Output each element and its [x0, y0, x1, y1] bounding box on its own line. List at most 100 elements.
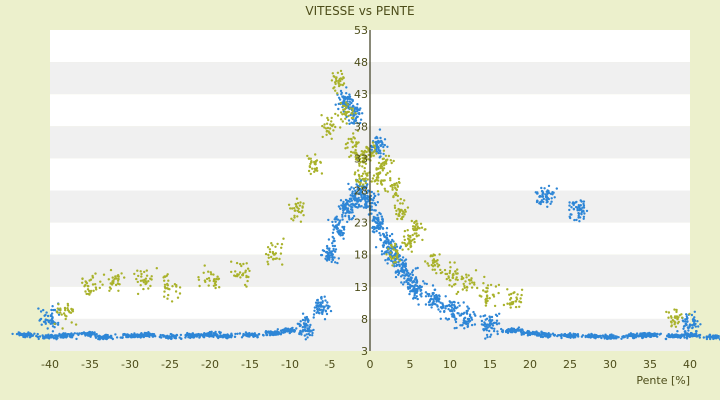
scatter-point	[84, 290, 87, 293]
scatter-point	[666, 334, 669, 338]
scatter-point	[397, 207, 400, 211]
scatter-point	[390, 232, 394, 236]
scatter-point	[187, 336, 190, 339]
scatter-point	[331, 258, 334, 261]
scatter-point	[381, 222, 384, 225]
scatter-point	[380, 182, 383, 185]
scatter-point	[494, 313, 498, 316]
scatter-point	[367, 158, 370, 161]
scatter-point	[448, 271, 451, 275]
scatter-point	[506, 288, 509, 291]
scatter-point	[355, 183, 358, 186]
scatter-point	[286, 329, 289, 333]
scatter-point	[492, 295, 496, 298]
scatter-point	[202, 333, 206, 337]
scatter-point	[539, 200, 543, 204]
scatter-point	[340, 93, 343, 96]
scatter-point	[474, 314, 477, 317]
scatter-point	[313, 309, 316, 312]
scatter-point	[431, 293, 434, 296]
scatter-point	[411, 233, 414, 237]
scatter-point	[715, 334, 719, 338]
scatter-point	[358, 164, 361, 167]
scatter-point	[462, 301, 465, 304]
scatter-point	[15, 332, 19, 336]
scatter-point	[408, 241, 412, 244]
scatter-point	[578, 209, 581, 212]
scatter-point	[485, 286, 488, 290]
scatter-point	[345, 122, 348, 125]
scatter-point	[110, 336, 113, 339]
scatter-point	[439, 271, 443, 275]
scatter-point	[702, 336, 705, 339]
scatter-point	[44, 313, 47, 317]
scatter-point	[326, 252, 329, 255]
scatter-point	[145, 269, 148, 272]
scatter-point	[463, 327, 466, 330]
scatter-point	[234, 332, 237, 336]
scatter-point	[360, 153, 363, 156]
scatter-point	[350, 101, 353, 105]
x-tick-label: 10	[443, 358, 457, 371]
scatter-point	[281, 263, 284, 266]
scatter-point	[508, 293, 511, 296]
scatter-point	[214, 330, 217, 334]
scatter-point	[205, 277, 209, 281]
scatter-point	[629, 332, 632, 336]
scatter-point	[311, 334, 314, 337]
scatter-point	[709, 335, 712, 338]
scatter-point	[395, 255, 398, 258]
scatter-point	[246, 334, 249, 338]
scatter-point	[694, 325, 697, 328]
scatter-point	[321, 135, 324, 139]
scatter-point	[264, 252, 268, 256]
scatter-point	[342, 95, 345, 98]
scatter-point	[439, 306, 443, 309]
scatter-point	[381, 227, 385, 230]
scatter-point	[131, 335, 134, 339]
scatter-point	[121, 336, 124, 339]
scatter-point	[109, 287, 113, 290]
scatter-point	[320, 296, 323, 299]
scatter-point	[344, 147, 347, 150]
scatter-point	[360, 195, 363, 199]
scatter-point	[520, 293, 523, 297]
x-tick-label: -20	[201, 358, 219, 371]
scatter-point	[354, 171, 357, 174]
scatter-point	[377, 176, 380, 179]
scatter-point	[312, 316, 315, 319]
scatter-point	[303, 334, 306, 337]
scatter-point	[138, 335, 141, 338]
scatter-point	[694, 322, 697, 326]
scatter-point	[617, 336, 620, 339]
scatter-point	[409, 273, 412, 276]
scatter-point	[400, 208, 403, 212]
scatter-point	[167, 293, 170, 297]
scatter-point	[509, 296, 513, 300]
scatter-point	[324, 309, 327, 312]
scatter-point	[367, 148, 370, 152]
scatter-point	[161, 334, 164, 337]
scatter-point	[331, 224, 335, 227]
scatter-point	[314, 159, 318, 163]
scatter-point	[470, 323, 474, 327]
scatter-point	[149, 284, 152, 288]
scatter-point	[163, 283, 167, 286]
scatter-point	[488, 315, 491, 318]
scatter-point	[186, 331, 189, 335]
scatter-point	[45, 311, 48, 314]
scatter-point	[529, 332, 532, 335]
scatter-point	[403, 271, 406, 274]
scatter-point	[542, 197, 545, 201]
scatter-point	[670, 321, 673, 324]
scatter-point	[403, 264, 406, 267]
scatter-point	[363, 170, 366, 173]
scatter-point	[343, 107, 347, 111]
scatter-point	[365, 145, 368, 149]
scatter-point	[314, 162, 317, 166]
scatter-point	[394, 261, 397, 264]
scatter-point	[233, 274, 236, 277]
scatter-point	[384, 173, 388, 176]
scatter-point	[456, 272, 459, 275]
scatter-point	[293, 214, 296, 217]
